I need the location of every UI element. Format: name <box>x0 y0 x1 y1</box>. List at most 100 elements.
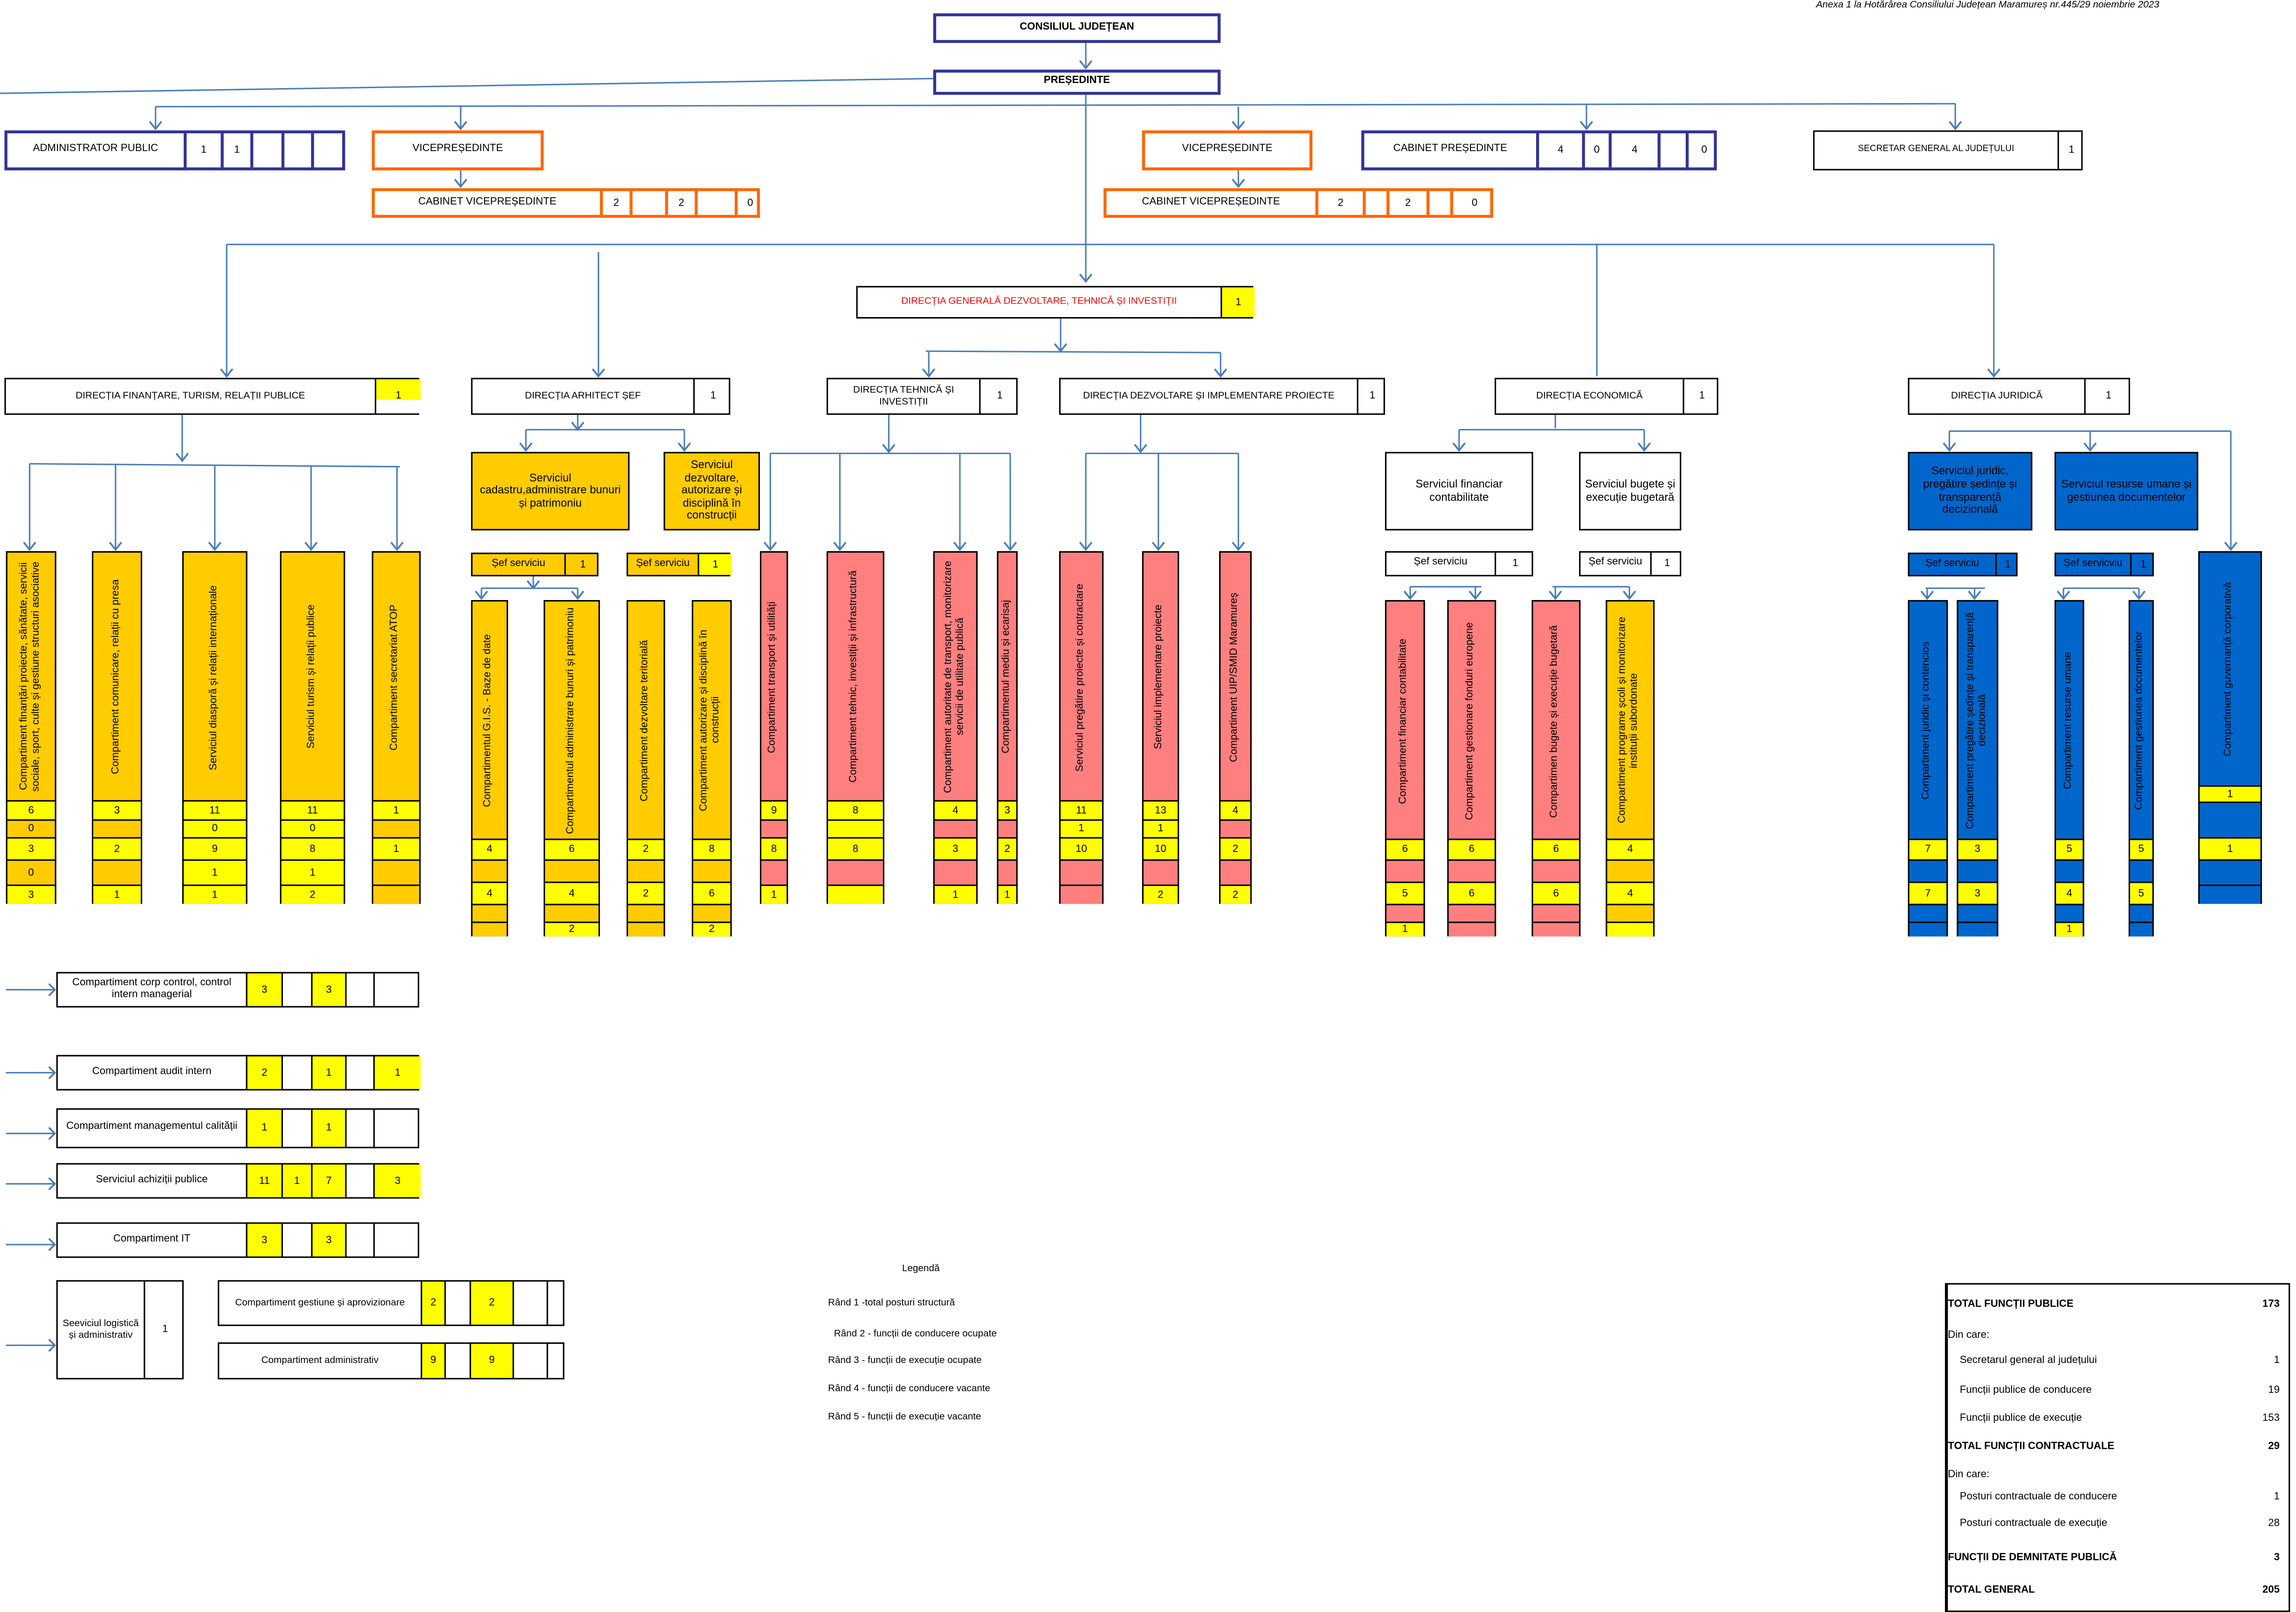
org-unit-count-row: 13 <box>1143 800 1178 820</box>
org-unit-count-row <box>934 859 976 885</box>
org-unit-count-row: 11 <box>281 800 344 820</box>
org-unit-label: Serviciul pregătire proiecte și contract… <box>1075 583 1086 771</box>
org-box: Compartiment gestiune și aprovizionare 2 2 <box>218 1280 565 1326</box>
org-unit-count-row: 1 <box>998 884 1016 904</box>
arrow-head-icon <box>1079 541 1093 551</box>
arrow-head-icon <box>1232 179 1245 188</box>
org-unit-count-row: 1 <box>1061 819 1103 837</box>
org-unit-column: Compartiment finanțări proiecte, sănătat… <box>6 551 56 904</box>
org-box-count: 2 <box>600 191 630 215</box>
org-box-label: Șef serviciu <box>1413 558 1468 568</box>
org-unit-count-row: 1 <box>2199 785 2261 802</box>
org-unit-column: Compartimentul G.I.S. - Baze de date 4 4 <box>471 600 508 937</box>
org-box-count <box>1426 191 1450 215</box>
org-box-count: 1 <box>1357 379 1387 414</box>
totals-value: 3 <box>2274 1552 2280 1564</box>
arrow-head-icon <box>1622 590 1636 600</box>
arrow-head-icon <box>2083 442 2097 452</box>
org-box: CABINET PREȘEDINTE 4 0 4 0 <box>1361 130 1717 171</box>
arrow-head-icon <box>1469 590 1482 600</box>
org-unit-column: Compartiment autoritate de transport, mo… <box>933 551 978 904</box>
org-box: Compartiment administrativ 9 9 <box>218 1342 565 1380</box>
org-box: Compartiment IT 3 3 <box>56 1222 420 1258</box>
org-unit-count-row: 3 <box>7 837 55 859</box>
org-box-count <box>281 1224 311 1257</box>
org-unit-count-row: 4 <box>2056 881 2083 904</box>
org-unit-count-row <box>1386 859 1424 882</box>
totals-label: Funcții publice de conducere <box>1959 1385 2092 1396</box>
arrow-head-icon <box>1549 590 1562 600</box>
arrow-head-icon <box>1079 60 1093 70</box>
org-box-label: Serviciul achiziții publice <box>96 1175 208 1185</box>
org-box: Șef serviciu 1 <box>1908 553 2018 577</box>
org-box-count <box>1657 133 1686 168</box>
org-box-count: 1 <box>374 379 421 414</box>
org-unit-header: Compartimentul administrare bunuri și pa… <box>545 602 598 840</box>
org-unit-count-row: 4 <box>545 881 599 904</box>
org-unit-count-row <box>1607 904 1654 922</box>
org-box-count <box>444 1343 469 1378</box>
arrow-head-icon <box>592 368 605 378</box>
arrow-head-icon <box>1134 444 1147 454</box>
org-box-count: 4 <box>1536 133 1582 168</box>
org-unit-count-row <box>761 859 787 885</box>
org-unit-count-row <box>373 884 420 904</box>
org-box-count <box>546 1281 565 1325</box>
org-box-label: DIRECȚIA ECONOMICĂ <box>1536 391 1643 401</box>
org-unit-count-row: 5 <box>2130 838 2152 859</box>
org-unit-count-row <box>472 921 507 937</box>
org-unit-column: Compartiment guvernanță corporativă 1 1 <box>2198 551 2262 904</box>
org-box-count <box>345 973 373 1006</box>
org-box-label: Compartiment IT <box>113 1234 191 1245</box>
org-box-label: CABINET VICEPREȘEDINTE <box>418 197 557 208</box>
arrow-head-icon <box>175 453 189 463</box>
arrow-head-icon <box>2224 541 2238 551</box>
org-unit-count-row: 3 <box>934 837 976 859</box>
org-unit-count-row: 5 <box>1386 881 1424 904</box>
org-unit-count-row <box>1909 904 1947 922</box>
org-box-count: 7 <box>311 1164 345 1197</box>
org-unit-count-row <box>1958 904 1997 922</box>
org-box-count: 9 <box>421 1343 445 1378</box>
org-box-label: VICEPREȘEDINTE <box>412 144 503 155</box>
totals-value: 1 <box>2274 1492 2280 1502</box>
org-box-count: 0 <box>1450 191 1496 215</box>
org-unit-label: Compartiment resurse umane <box>2063 652 2074 789</box>
org-unit-count-row: 2 <box>1220 884 1250 904</box>
org-unit-count-row <box>1061 884 1103 904</box>
org-box-count: 2 <box>246 1056 282 1089</box>
org-unit-header: Serviciul diasporă și relații internațio… <box>184 553 246 802</box>
org-unit-column: Compartiment tehnic, investiții și infra… <box>827 551 884 904</box>
org-box-label: Șef serviciu <box>491 558 545 569</box>
org-box: VICEPREȘEDINTE <box>372 130 544 171</box>
org-box-label: DIRECȚIA JURIDICĂ <box>1951 391 2043 401</box>
org-unit-column: Compartiment UIP/SMID Maramureș 4 2 2 <box>1219 551 1252 904</box>
totals-label: Din care: <box>1948 1470 1990 1481</box>
arrow-head-icon <box>1452 442 1466 452</box>
org-unit-count-row: 3 <box>998 800 1016 820</box>
org-unit-count-row <box>761 819 787 837</box>
arrow-head-icon <box>764 541 777 551</box>
org-unit-count-row: 3 <box>7 884 55 904</box>
org-box-count: 1 <box>697 554 732 575</box>
legend-item: Rând 3 - funcții de execuție ocupate <box>828 1356 982 1366</box>
org-box-count: 1 <box>2057 131 2084 169</box>
org-unit-header: Compartiment juridic și contencios <box>1910 602 1946 840</box>
org-unit-header: Compartiment resurse umane <box>2056 602 2082 840</box>
org-box: Șef serviciu 1 <box>627 553 732 577</box>
org-box-label: CABINET VICEPREȘEDINTE <box>1142 197 1280 208</box>
org-unit-count-row: 2 <box>93 837 141 859</box>
org-box-count <box>373 973 421 1006</box>
org-box-count <box>345 1109 373 1147</box>
arrow-head-icon <box>833 541 847 551</box>
org-unit-header: Compartiment gestiunea documentelor <box>2130 602 2152 840</box>
org-box-count: 3 <box>311 973 345 1006</box>
org-box: Șef serviciu 1 <box>471 553 599 577</box>
org-unit-label: Compartimentul G.I.S. - Baze de date <box>483 634 494 808</box>
org-box-count <box>373 1109 421 1147</box>
org-unit-column: Compartimentul administrare bunuri și pa… <box>544 600 600 937</box>
org-unit-count-row: 8 <box>828 837 883 859</box>
org-box-count: 1 <box>1220 287 1255 317</box>
arrow-head-icon <box>109 541 123 551</box>
